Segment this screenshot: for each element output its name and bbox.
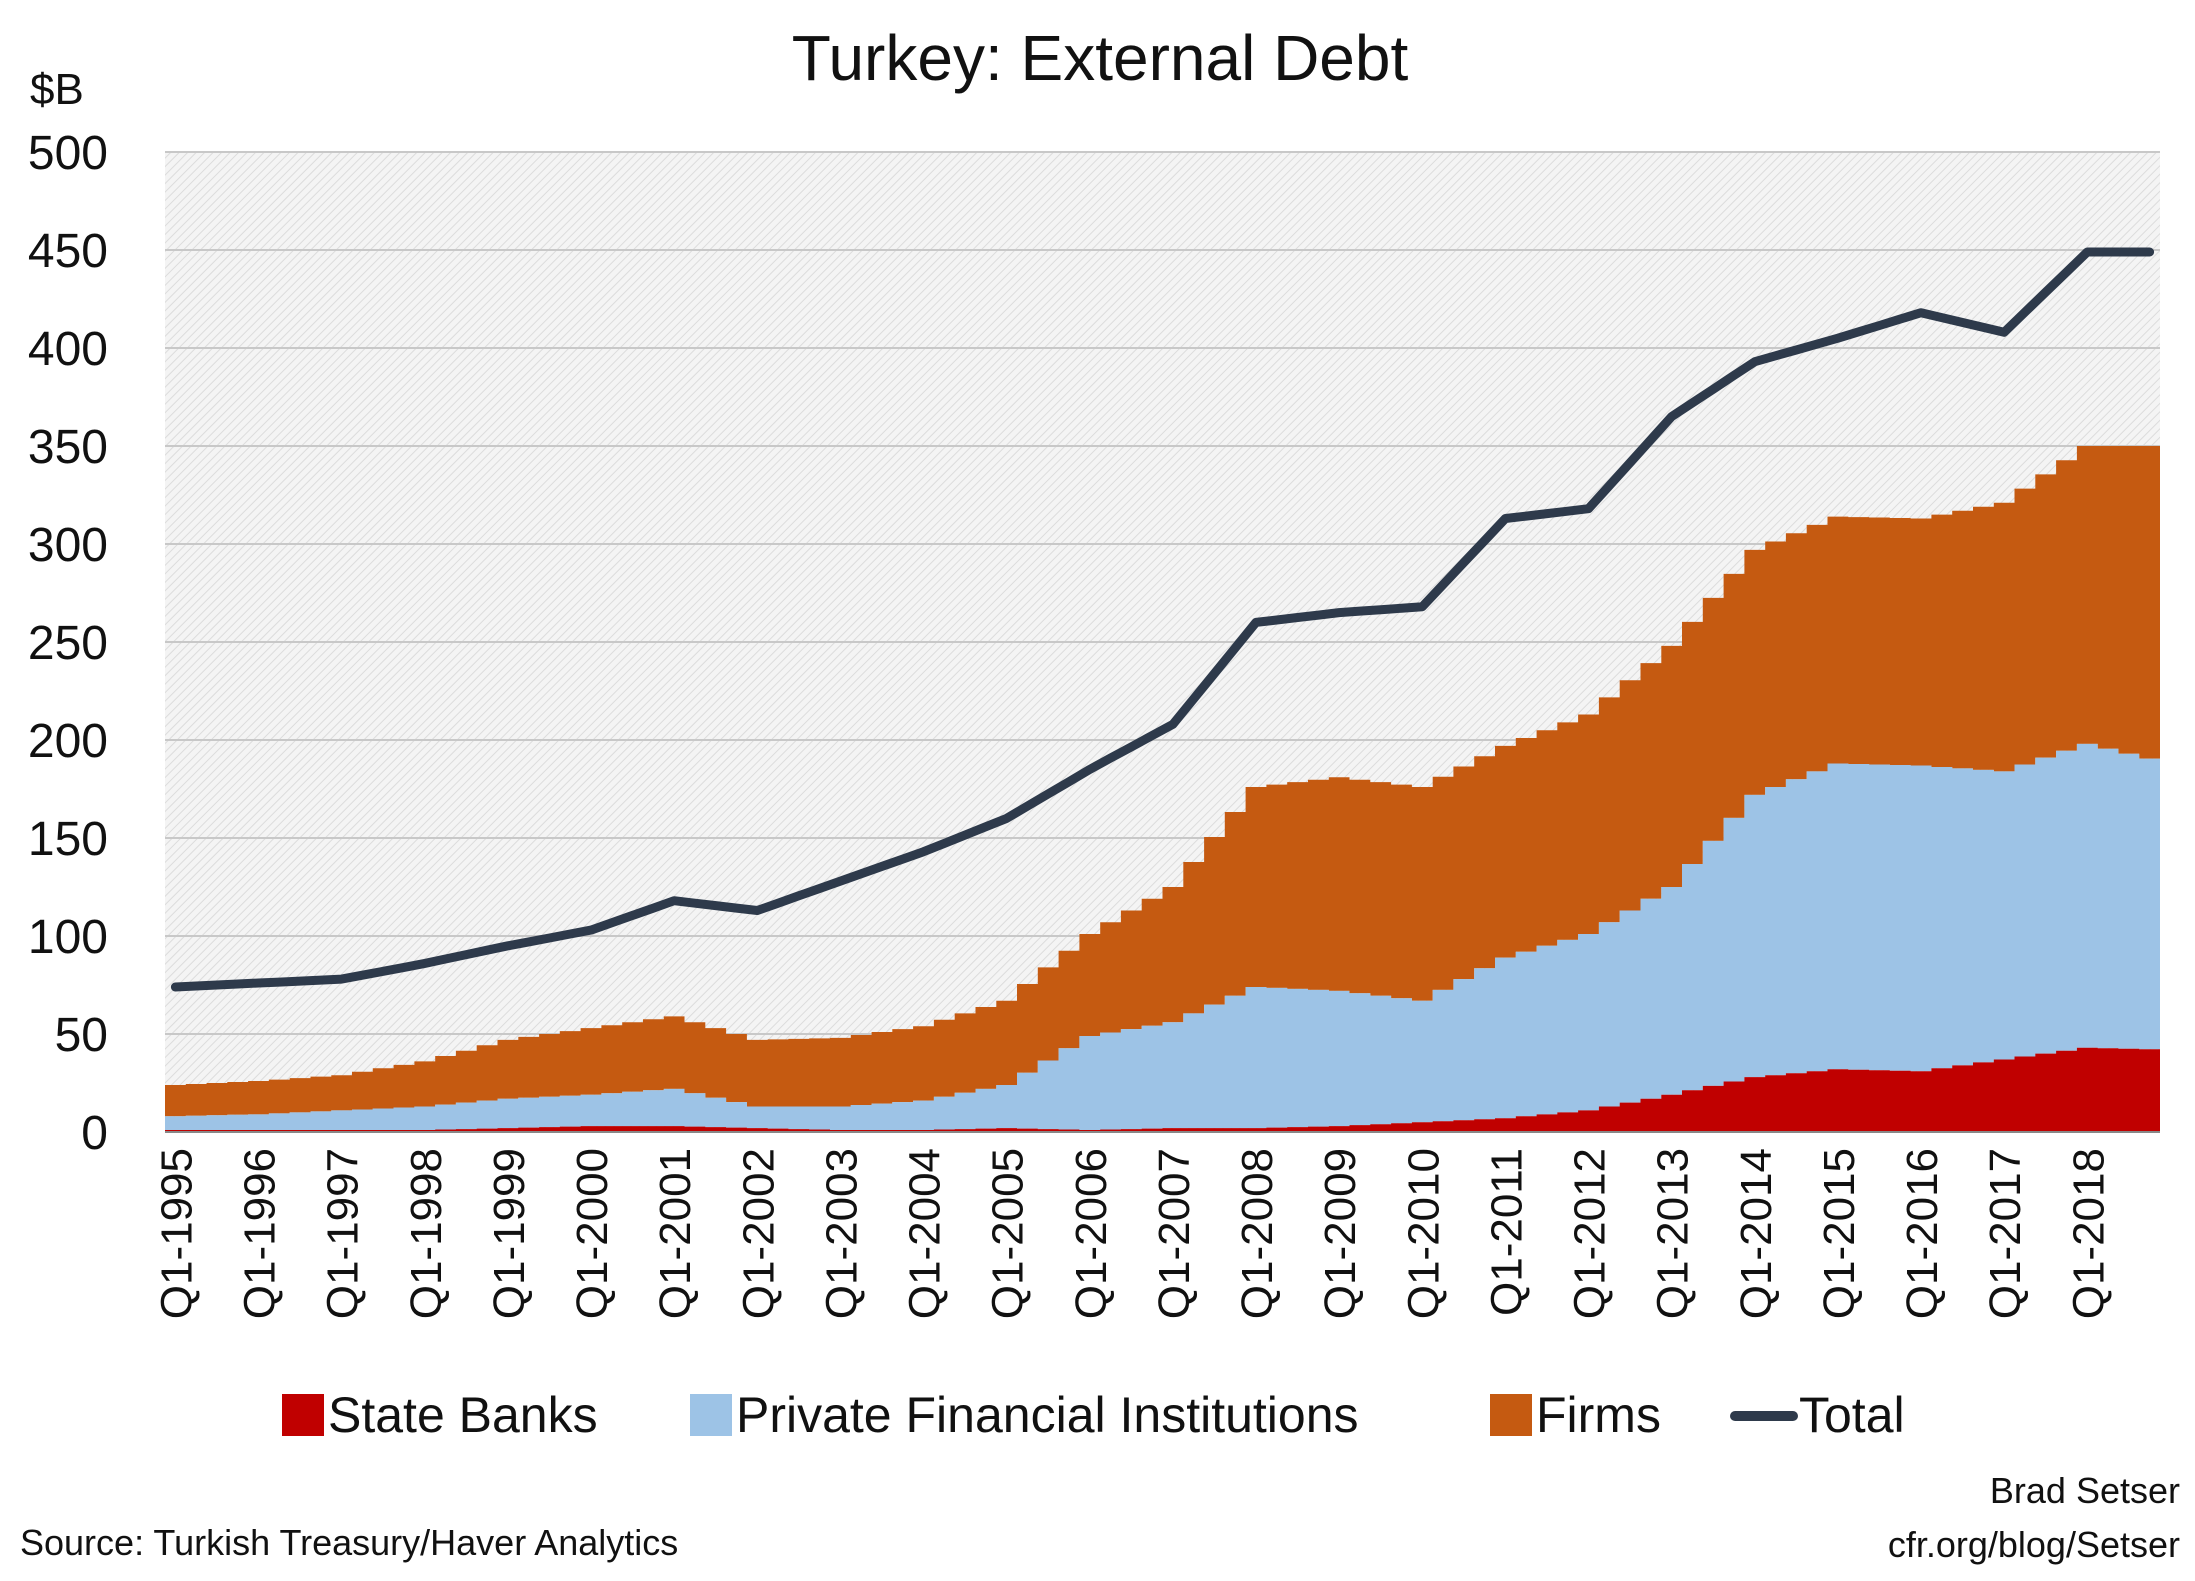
y-tick-label: 50 xyxy=(55,1009,108,1062)
x-tick-label: Q1-1998 xyxy=(402,1148,451,1319)
x-tick-label: Q1-2008 xyxy=(1233,1148,1282,1319)
y-tick-label: 100 xyxy=(28,911,108,964)
legend-item: Firms xyxy=(1490,1387,1661,1443)
x-tick-label: Q1-2004 xyxy=(901,1148,950,1319)
y-tick-label: 400 xyxy=(28,323,108,376)
x-tick-label: Q1-1999 xyxy=(485,1148,534,1319)
y-tick-label: 200 xyxy=(28,715,108,768)
author-credit: Brad Setser xyxy=(1990,1470,2180,1511)
y-axis: 0 50 100 150 200 250 300 350 400 450 500 xyxy=(28,127,108,1160)
y-tick-label: 0 xyxy=(81,1107,108,1160)
x-tick-label: Q1-1996 xyxy=(236,1148,285,1319)
x-tick-label: Q1-2005 xyxy=(984,1148,1033,1319)
x-tick-label: Q1-2001 xyxy=(651,1148,700,1319)
legend-label: State Banks xyxy=(328,1387,598,1443)
x-axis: Q1-1995 Q1-1996 Q1-1997 Q1-1998 Q1-1999 Q1-20… xyxy=(152,1131,2160,1319)
legend-swatch xyxy=(1490,1394,1532,1436)
legend-item: State Banks xyxy=(282,1387,598,1443)
x-tick-label: Q1-2002 xyxy=(734,1148,783,1319)
x-tick-label: Q1-1997 xyxy=(319,1148,368,1319)
x-tick-label: Q1-2017 xyxy=(1981,1148,2030,1319)
x-tick-label: Q1-2018 xyxy=(2064,1148,2113,1319)
total-line xyxy=(170,247,2155,992)
legend-label: Total xyxy=(1799,1387,1905,1443)
legend: State Banks Private Financial Institution… xyxy=(282,1387,1905,1443)
x-tick-label: Q1-2007 xyxy=(1150,1148,1199,1319)
x-tick-label: Q1-2011 xyxy=(1482,1148,1531,1316)
y-tick-label: 150 xyxy=(28,813,108,866)
legend-label: Firms xyxy=(1536,1387,1661,1443)
x-tick-label: Q1-2016 xyxy=(1898,1148,1947,1319)
stacked-areas xyxy=(165,446,2160,1132)
y-tick-label: 500 xyxy=(28,127,108,180)
y-tick-label: 300 xyxy=(28,519,108,572)
y-tick-label: 250 xyxy=(28,617,108,670)
x-tick-label: Q1-2013 xyxy=(1649,1148,1698,1319)
x-tick-label: Q1-2009 xyxy=(1316,1148,1365,1319)
total-line-layer xyxy=(170,247,2155,992)
author-url: cfr.org/blog/Setser xyxy=(1888,1524,2180,1565)
y-tick-label: 350 xyxy=(28,421,108,474)
legend-item: Private Financial Institutions xyxy=(690,1387,1359,1443)
x-tick-label: Q1-2006 xyxy=(1067,1148,1116,1319)
firms-area xyxy=(165,446,2160,1117)
x-tick-label: Q1-1995 xyxy=(152,1148,201,1319)
legend-item: Total xyxy=(1730,1387,1905,1443)
y-tick-label: 450 xyxy=(28,225,108,278)
state-banks-area xyxy=(165,1047,2160,1132)
y-axis-unit-label: $B xyxy=(30,65,84,114)
x-tick-label: Q1-2010 xyxy=(1399,1148,1448,1319)
source-note: Source: Turkish Treasury/Haver Analytics xyxy=(20,1522,678,1563)
x-tick-label: Q1-2003 xyxy=(817,1148,866,1319)
x-tick-label: Q1-2012 xyxy=(1566,1148,1615,1319)
legend-swatch xyxy=(690,1394,732,1436)
x-tick-label: Q1-2014 xyxy=(1732,1148,1781,1319)
legend-swatch xyxy=(282,1394,324,1436)
legend-label: Private Financial Institutions xyxy=(736,1387,1359,1443)
chart-title: Turkey: External Debt xyxy=(792,22,1409,94)
x-tick-label: Q1-2000 xyxy=(568,1148,617,1319)
private-financial-area xyxy=(165,743,2160,1130)
x-tick-label: Q1-2015 xyxy=(1815,1148,1864,1319)
